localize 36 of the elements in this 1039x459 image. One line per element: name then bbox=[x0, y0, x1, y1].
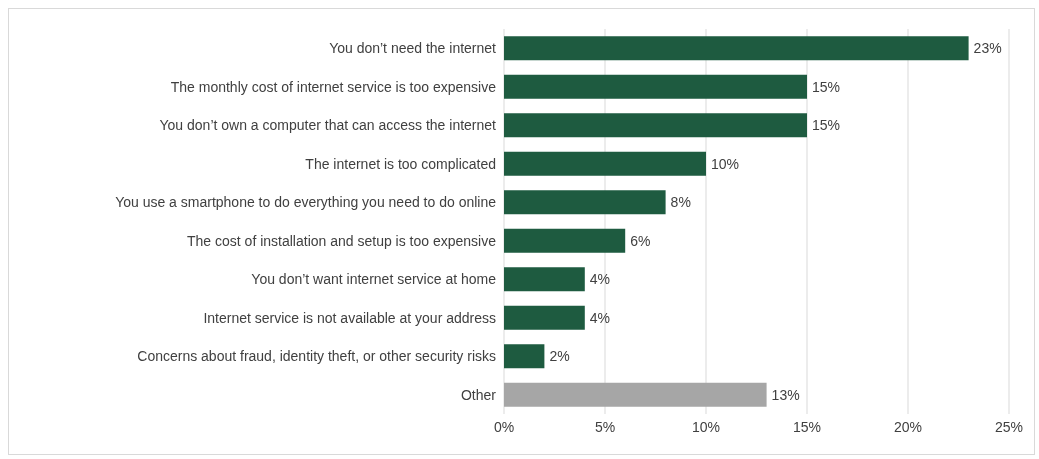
bar bbox=[504, 36, 969, 61]
x-tick-label: 15% bbox=[792, 418, 822, 435]
data-label: 4% bbox=[589, 309, 611, 326]
bar bbox=[504, 267, 585, 292]
bar bbox=[504, 113, 807, 138]
data-label: 15% bbox=[812, 117, 841, 134]
data-label: 10% bbox=[711, 155, 740, 172]
y-tick-label: You don’t own a computer that can access the internet bbox=[159, 117, 497, 134]
data-label: 4% bbox=[589, 271, 611, 288]
y-tick-label: You don’t want internet service at home bbox=[251, 271, 497, 288]
y-tick-label: Other bbox=[460, 386, 497, 403]
bar bbox=[504, 151, 706, 176]
data-label: 8% bbox=[670, 194, 691, 211]
data-label: 23% bbox=[973, 40, 1002, 57]
bar bbox=[504, 305, 585, 330]
data-label: 13% bbox=[771, 386, 800, 403]
y-tick-label: The monthly cost of internet service is too expensive bbox=[170, 78, 497, 95]
y-tick-label: You use a smartphone to do everything you need to do online bbox=[115, 194, 497, 211]
bar bbox=[504, 344, 545, 369]
x-tick-label: 0% bbox=[493, 418, 515, 435]
y-tick-label: Concerns about fraud, identity theft, or other security risks bbox=[137, 348, 496, 365]
x-tick-label: 5% bbox=[594, 418, 616, 435]
y-tick-label: The internet is too complicated bbox=[305, 155, 496, 172]
bar bbox=[504, 228, 626, 253]
y-tick-label: The cost of installation and setup is too expensive bbox=[187, 232, 497, 249]
data-label: 6% bbox=[630, 232, 651, 249]
y-tick-label: Internet service is not available at your address bbox=[203, 309, 496, 326]
bar bbox=[504, 382, 767, 407]
bar bbox=[504, 74, 807, 99]
x-tick-label: 20% bbox=[893, 418, 923, 435]
data-label: 2% bbox=[549, 348, 570, 365]
x-tick-label: 25% bbox=[994, 418, 1024, 435]
x-tick-label: 10% bbox=[691, 418, 721, 435]
y-tick-label: You don’t need the internet bbox=[329, 40, 497, 57]
bar bbox=[504, 190, 666, 215]
data-label: 15% bbox=[812, 78, 841, 95]
